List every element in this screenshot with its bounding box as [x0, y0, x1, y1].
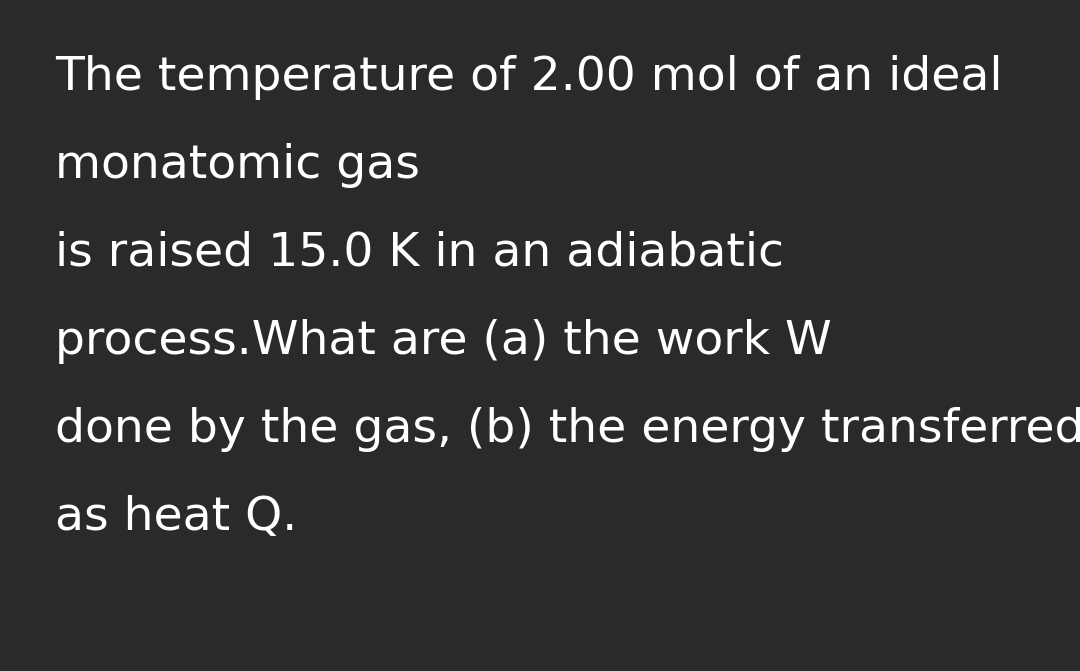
Text: process.What are (a) the work W: process.What are (a) the work W [55, 319, 832, 364]
Text: done by the gas, (b) the energy transferred: done by the gas, (b) the energy transfer… [55, 407, 1080, 452]
Text: is raised 15.0 K in an adiabatic: is raised 15.0 K in an adiabatic [55, 231, 784, 276]
Text: monatomic gas: monatomic gas [55, 143, 420, 188]
Text: as heat Q.: as heat Q. [55, 495, 297, 540]
Text: The temperature of 2.00 mol of an ideal: The temperature of 2.00 mol of an ideal [55, 55, 1002, 100]
